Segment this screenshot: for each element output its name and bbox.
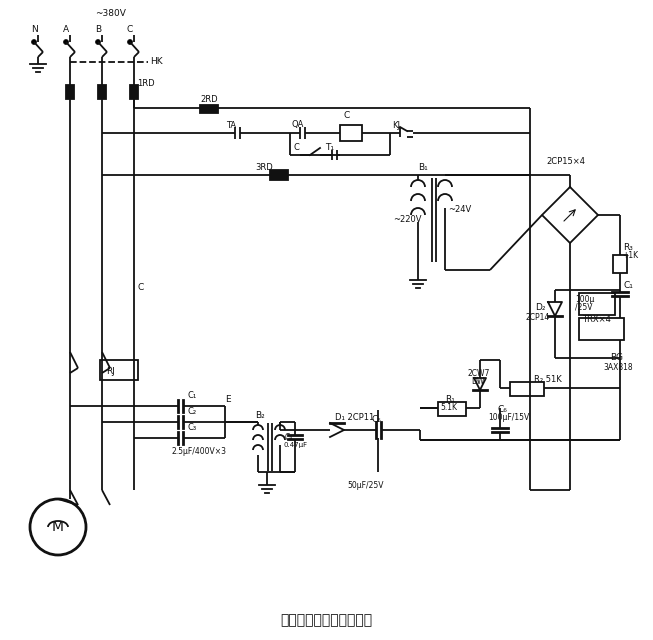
Text: 3AX818: 3AX818 [603,362,633,371]
Text: 0.47μF: 0.47μF [283,442,307,448]
Text: +1K: +1K [622,252,638,260]
Text: B₁: B₁ [418,163,428,173]
Text: B₂: B₂ [255,410,264,419]
Text: D₂: D₂ [535,303,545,312]
Text: TRX×4: TRX×4 [582,316,611,324]
Text: C₂: C₂ [188,408,197,417]
Text: D₁ 2CP11: D₁ 2CP11 [335,413,374,422]
Text: 2RD: 2RD [200,95,217,104]
Text: BG: BG [610,353,623,362]
Text: C₄: C₄ [285,433,293,442]
Text: KJ: KJ [392,120,400,129]
Text: A: A [63,26,69,35]
Text: B: B [95,26,101,35]
Bar [510,382,544,396]
Text: 50μF/25V: 50μF/25V [347,481,383,490]
Text: RJ: RJ [106,367,115,376]
Circle shape [30,499,86,555]
Bar [579,318,624,340]
Text: 100μF/15V: 100μF/15V [488,413,529,422]
Text: 2CW7: 2CW7 [467,369,489,378]
Text: HK: HK [150,56,163,65]
Text: C: C [344,111,350,120]
Text: C: C [138,284,144,292]
Text: C₁: C₁ [624,282,634,291]
Bar [200,105,218,113]
Text: 100μ: 100μ [575,296,594,305]
Circle shape [127,40,133,45]
Bar [340,125,362,141]
Text: T₁: T₁ [325,143,334,152]
Text: 5.1K: 5.1K [440,403,457,413]
Text: R₃: R₃ [623,243,633,253]
Text: R₁: R₁ [445,396,455,404]
Text: E: E [225,396,231,404]
Text: N: N [31,26,37,35]
Text: C: C [294,143,300,152]
Text: R₂ 51K: R₂ 51K [534,376,562,385]
Text: C: C [127,26,133,35]
Text: ~220V: ~220V [393,216,421,225]
Text: C₅: C₅ [372,415,382,424]
Text: M: M [52,520,64,534]
Bar [130,85,138,99]
Bar [270,170,288,180]
Text: C₃: C₃ [188,424,197,433]
Bar [438,402,466,416]
Bar [98,85,106,99]
Text: DW: DW [471,378,485,387]
Text: 1RD: 1RD [137,79,155,88]
Circle shape [31,40,37,45]
Text: 零序电压电动机断相保护: 零序电压电动机断相保护 [280,613,372,627]
Text: C₆: C₆ [497,406,507,415]
Bar [66,85,74,99]
Text: 3RD: 3RD [255,163,273,172]
Text: 2CP15×4: 2CP15×4 [546,157,585,166]
Bar [579,293,615,315]
Text: 2.5μF/400V×3: 2.5μF/400V×3 [172,447,227,456]
Text: 2CP14: 2CP14 [526,312,550,321]
Bar [613,255,627,273]
Text: ~24V: ~24V [448,205,471,214]
Bar [100,360,138,380]
Circle shape [63,40,69,45]
Circle shape [95,40,101,45]
Text: TA: TA [226,120,236,129]
Text: QA: QA [292,120,304,129]
Text: C₁: C₁ [188,392,197,401]
Text: /25V: /25V [575,303,592,312]
Text: ~380V: ~380V [95,8,126,17]
